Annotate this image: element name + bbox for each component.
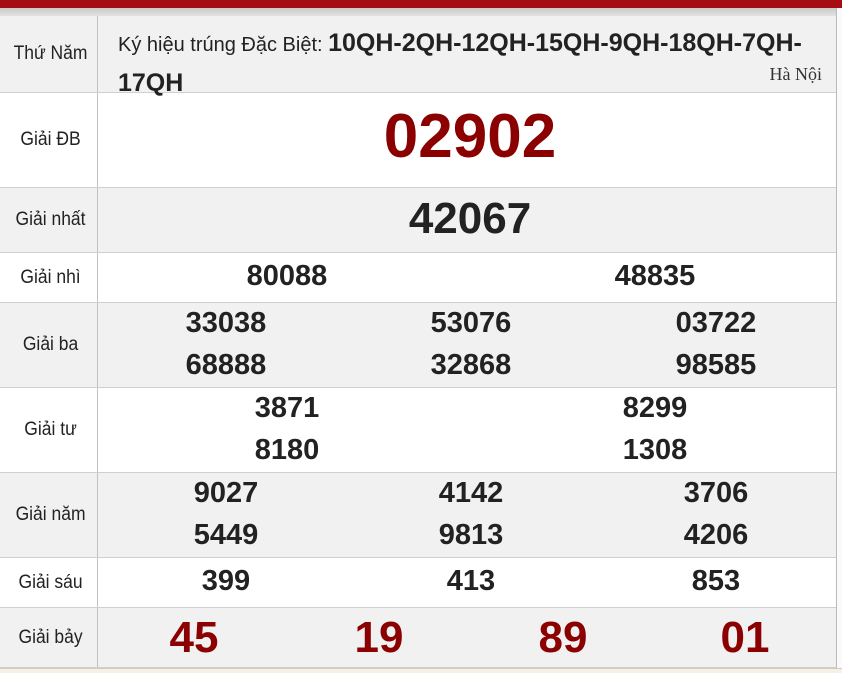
- codes-line2: 17QH: [118, 69, 184, 97]
- prize-number: 98585: [675, 349, 757, 381]
- prize-row-6: Giải sáu 399 413 853: [0, 558, 836, 608]
- prize-label: Giải tư: [4, 388, 98, 472]
- header-row: Thứ Năm Ký hiệu trúng Đặc Biệt: 10QH-2QH…: [0, 16, 836, 97]
- code-label: Ký hiệu trúng Đặc Biệt:: [118, 34, 323, 56]
- day-label: Thứ Năm: [4, 16, 98, 92]
- prize-label: Giải nhất: [4, 188, 98, 252]
- prize-number: 9027: [193, 477, 259, 509]
- prize-number: 53076: [430, 307, 512, 339]
- prize-label: Giải nhì: [4, 253, 98, 302]
- special-number: 02902: [383, 102, 557, 171]
- prize-label: Giải ĐB: [4, 93, 98, 187]
- prize-number: 399: [201, 565, 251, 597]
- prize-row-db: Giải ĐB 02902: [0, 93, 836, 188]
- prize-number: 48835: [614, 260, 696, 292]
- prize-number: 19: [354, 613, 404, 662]
- prize-row-7: Giải bảy 45 19 89 01: [0, 608, 836, 668]
- prize-row-4: Giải tư 3871 8299 8180 1308: [0, 388, 836, 473]
- prize-number: 4142: [438, 477, 504, 509]
- right-edge: [836, 8, 842, 673]
- prize-number: 45: [169, 613, 219, 662]
- region-label: Hà Nội: [769, 64, 823, 84]
- prize-number: 8180: [254, 434, 320, 466]
- prize-number: 5449: [193, 519, 259, 551]
- prize-number: 9813: [438, 519, 504, 551]
- top-shadow: [0, 8, 842, 16]
- codes-line1: 10QH-2QH-12QH-15QH-9QH-18QH-7QH-: [328, 29, 802, 57]
- prize-row-5: Giải năm 9027 4142 3706 5449 9813 4206: [0, 473, 836, 558]
- prize-row-2: Giải nhì 80088 48835: [0, 253, 836, 303]
- bottom-edge: [0, 668, 842, 673]
- prize-label: Giải sáu: [4, 558, 98, 607]
- prize-number: 1308: [622, 434, 688, 466]
- prize-number: 42067: [408, 194, 532, 243]
- prize-label: Giải năm: [4, 473, 98, 557]
- prize-number: 89: [538, 613, 588, 662]
- prize-number: 4206: [683, 519, 749, 551]
- prize-label: Giải bảy: [4, 608, 98, 667]
- prize-row-1: Giải nhất 42067: [0, 188, 836, 253]
- prize-number: 853: [691, 565, 741, 597]
- prize-number: 01: [720, 613, 770, 662]
- prize-number: 68888: [185, 349, 267, 381]
- prize-number: 03722: [675, 307, 757, 339]
- prize-row-3: Giải ba 33038 53076 03722 68888 32868 98…: [0, 303, 836, 388]
- prize-number: 80088: [246, 260, 328, 292]
- prize-number: 33038: [185, 307, 267, 339]
- prize-number: 3871: [254, 392, 320, 424]
- top-red-bar: [0, 0, 842, 8]
- prize-number: 413: [446, 565, 496, 597]
- prize-number: 3706: [683, 477, 749, 509]
- prize-number: 32868: [430, 349, 512, 381]
- prize-label: Giải ba: [4, 303, 98, 387]
- prize-number: 8299: [622, 392, 688, 424]
